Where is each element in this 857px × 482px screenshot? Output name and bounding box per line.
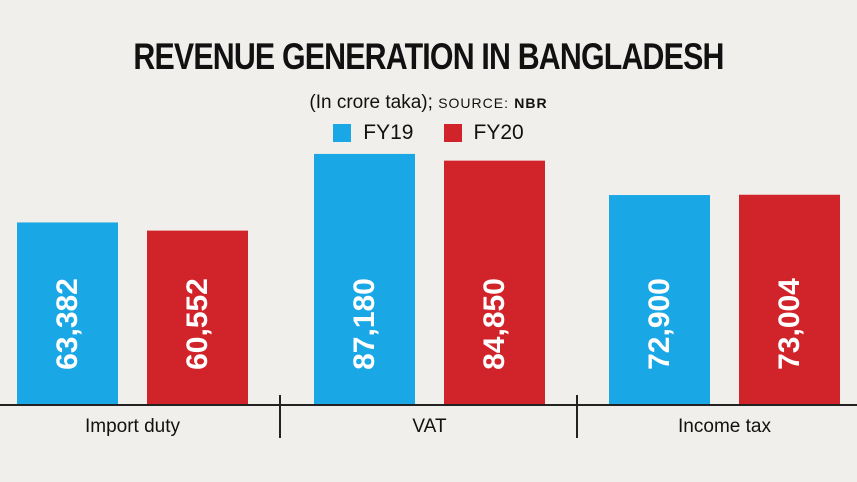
bar-fy19	[314, 153, 415, 405]
legend-label: FY20	[473, 121, 524, 144]
chart-subtitle: (In crore taka); SOURCE: NBR	[0, 92, 857, 114]
legend-label: FY19	[363, 121, 414, 144]
category-label: Import duty	[85, 416, 181, 437]
bar-fy19	[17, 222, 118, 405]
legend: FY19 FY20	[0, 121, 857, 145]
legend-swatch-fy19	[333, 124, 352, 142]
bar-fy19	[609, 195, 710, 405]
data-label: 63,382	[51, 278, 84, 370]
legend-item-fy19: FY19	[333, 121, 414, 145]
bar-fy20	[739, 194, 840, 405]
bar-fy20	[147, 230, 248, 405]
data-label: 72,900	[643, 278, 676, 370]
bar-fy20	[444, 160, 545, 405]
source-label: SOURCE:	[438, 95, 509, 111]
category-label: Income tax	[678, 416, 771, 437]
unit-note: (In crore taka);	[309, 92, 433, 113]
category-label: VAT	[412, 416, 447, 437]
legend-item-fy20: FY20	[443, 121, 524, 145]
data-label: 60,552	[181, 278, 214, 370]
legend-swatch-fy20	[443, 124, 462, 142]
chart-title: REVENUE GENERATION IN BANGLADESH	[133, 36, 724, 77]
data-label: 73,004	[773, 278, 806, 370]
data-label: 87,180	[348, 278, 381, 370]
data-label: 84,850	[478, 278, 511, 370]
source-value: NBR	[514, 95, 548, 111]
